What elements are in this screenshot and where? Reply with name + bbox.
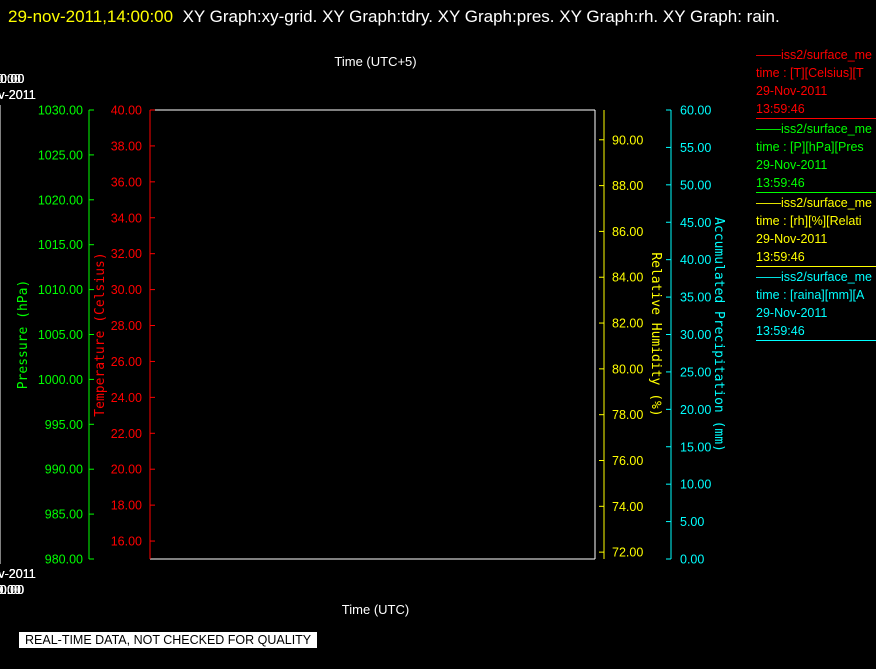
rh-axis-tick-label: 84.00 <box>612 271 643 285</box>
tdry-axis-title: Temperature (Celsius) <box>93 252 108 416</box>
legend-entry-line: time : [P][hPa][Pres <box>756 140 864 154</box>
x-top-axis-tick-date: 29-Nov-2011 <box>0 88 36 102</box>
x-top-axis-tick-date: 29-Nov-2011 <box>0 88 36 102</box>
legend-entry-line: 29-Nov-2011 <box>756 306 828 320</box>
rain-axis-tick-label: 20.00 <box>680 403 711 417</box>
rh-axis-tick-label: 82.00 <box>612 317 643 331</box>
pres-axis-tick-label: 1005.00 <box>38 328 83 342</box>
x-top-axis-tick-time: 7:00:00 <box>0 72 21 86</box>
rain-axis-tick-label: 30.00 <box>680 328 711 342</box>
legend-entry-line: 13:59:46 <box>756 250 805 264</box>
tdry-axis-tick-label: 30.00 <box>111 283 142 297</box>
legend-entry-line: ——iss2/surface_me <box>756 270 873 284</box>
rain-axis-tick-label: 45.00 <box>680 216 711 230</box>
legend-entry-line: ——iss2/surface_me <box>756 196 873 210</box>
tdry-axis-tick-label: 26.00 <box>111 355 142 369</box>
header-title: 29-nov-2011,14:00:00 XY Graph:xy-grid. X… <box>8 2 858 32</box>
tdry-axis-tick-label: 22.00 <box>111 427 142 441</box>
legend-entry-line: 13:59:46 <box>756 324 805 338</box>
x-top-axis-tick-time: 16:00:00 <box>0 72 24 86</box>
rh-axis-tick-label: 74.00 <box>612 500 643 514</box>
rain-axis-tick-label: 55.00 <box>680 141 711 155</box>
rh-axis-tick-label: 90.00 <box>612 133 643 147</box>
rain-axis-tick-label: 35.00 <box>680 291 711 305</box>
pres-axis-tick-label: 1020.00 <box>38 193 83 207</box>
quality-disclaimer: REAL-TIME DATA, NOT CHECKED FOR QUALITY <box>19 632 318 648</box>
legend-entry-line: 13:59:46 <box>756 176 805 190</box>
tdry-axis-tick-label: 24.00 <box>111 391 142 405</box>
legend-entry-line: ——iss2/surface_me <box>756 48 873 62</box>
x-axis-tick-date: 29-Nov-2011 <box>0 567 36 581</box>
tdry-axis-tick-label: 20.00 <box>111 463 142 477</box>
header-graph-titles: XY Graph:xy-grid. XY Graph:tdry. XY Grap… <box>182 7 780 26</box>
rain-axis-tick-label: 10.00 <box>680 478 711 492</box>
tdry-axis-tick-label: 28.00 <box>111 319 142 333</box>
legend-entry-line: 29-Nov-2011 <box>756 158 828 172</box>
rain-axis-tick-label: 50.00 <box>680 178 711 192</box>
x-axis-tick-date: 29-Nov-2011 <box>0 567 36 581</box>
pres-axis-title: Pressure (hPa) <box>16 280 31 390</box>
rain-axis-tick-label: 5.00 <box>680 515 704 529</box>
rh-axis-tick-label: 80.00 <box>612 362 643 376</box>
rain-axis-tick-label: 0.00 <box>680 553 704 567</box>
x-axis-tick-date: 29-Nov-2011 <box>0 567 36 581</box>
rh-axis-tick-label: 78.00 <box>612 408 643 422</box>
rh-axis-tick-label: 86.00 <box>612 225 643 239</box>
tdry-axis-tick-label: 36.00 <box>111 175 142 189</box>
x-axis-tick-time: 14:00:00 <box>0 583 24 597</box>
pres-axis-tick-label: 1025.00 <box>38 148 83 162</box>
tdry-axis-tick-label: 18.00 <box>111 499 142 513</box>
rain-axis-tick-label: 25.00 <box>680 365 711 379</box>
pres-axis-tick-label: 995.00 <box>45 418 83 432</box>
tdry-axis-tick-label: 40.00 <box>111 104 142 118</box>
x-axis-tick-time: 11:00:00 <box>0 583 24 597</box>
tdry-axis-tick-label: 38.00 <box>111 139 142 153</box>
header-timestamp: 29-nov-2011,14:00:00 <box>8 7 174 26</box>
x-axis-tick-time: 2:00:00 <box>0 583 21 597</box>
x-top-axis-tick-time: 13:00:00 <box>0 72 24 86</box>
pres-axis-tick-label: 1015.00 <box>38 238 83 252</box>
x-top-axis-tick-date: 29-Nov-2011 <box>0 88 36 102</box>
rh-axis-tick-label: 76.00 <box>612 454 643 468</box>
rh-axis-title: Relative Humidity (%) <box>648 252 663 416</box>
legend: ——iss2/surface_me time : [T][Celsius][T 29… <box>756 46 876 342</box>
legend-entry-line: ——iss2/surface_me <box>756 122 873 136</box>
rain-axis-tick-label: 15.00 <box>680 440 711 454</box>
pres-axis-tick-label: 1010.00 <box>38 283 83 297</box>
rh-axis-tick-label: 88.00 <box>612 179 643 193</box>
x-axis-tick-date: 29-Nov-2011 <box>0 567 36 581</box>
legend-entry-line: 29-Nov-2011 <box>756 84 828 98</box>
x-top-axis-tick-date: 29-Nov-2011 <box>0 88 36 102</box>
legend-entry-line: 13:59:46 <box>756 102 805 116</box>
pres-axis-tick-label: 1000.00 <box>38 373 83 387</box>
tdry-axis-tick-label: 16.00 <box>111 535 142 549</box>
legend-entry-line: time : [T][Celsius][T <box>756 66 864 80</box>
pres-axis-tick-label: 1030.00 <box>38 104 83 118</box>
x-axis-tick-time: 5:00:00 <box>0 583 21 597</box>
pres-axis-tick-label: 980.00 <box>45 553 83 567</box>
rain-axis-title: Accumulated Precipitation (mm) <box>711 217 726 452</box>
x-top-axis-tick-time: 19:00:00 <box>0 72 24 86</box>
pres-axis-tick-label: 985.00 <box>45 508 83 522</box>
tdry-axis-tick-label: 34.00 <box>111 211 142 225</box>
x-top-axis-label: Time (UTC+5) <box>334 54 416 69</box>
tdry-axis-tick-label: 32.00 <box>111 247 142 261</box>
legend-entry-line: 29-Nov-2011 <box>756 232 828 246</box>
x-axis-tick-date: 29-Nov-2011 <box>0 567 36 581</box>
rh-axis-tick-label: 72.00 <box>612 546 643 560</box>
pres-axis-tick-label: 990.00 <box>45 463 83 477</box>
x-top-axis-tick-date: 29-Nov-2011 <box>0 88 36 102</box>
x-top-axis-tick-time: 10:00:00 <box>0 72 24 86</box>
x-axis-label: Time (UTC) <box>342 602 409 617</box>
legend-entry-line: time : [rh][%][Relati <box>756 214 862 228</box>
legend-entry-line: time : [raina][mm][A <box>756 288 865 302</box>
rain-axis-tick-label: 60.00 <box>680 104 711 118</box>
rain-axis-tick-label: 40.00 <box>680 253 711 267</box>
x-axis-tick-time: 8:00:00 <box>0 583 21 597</box>
